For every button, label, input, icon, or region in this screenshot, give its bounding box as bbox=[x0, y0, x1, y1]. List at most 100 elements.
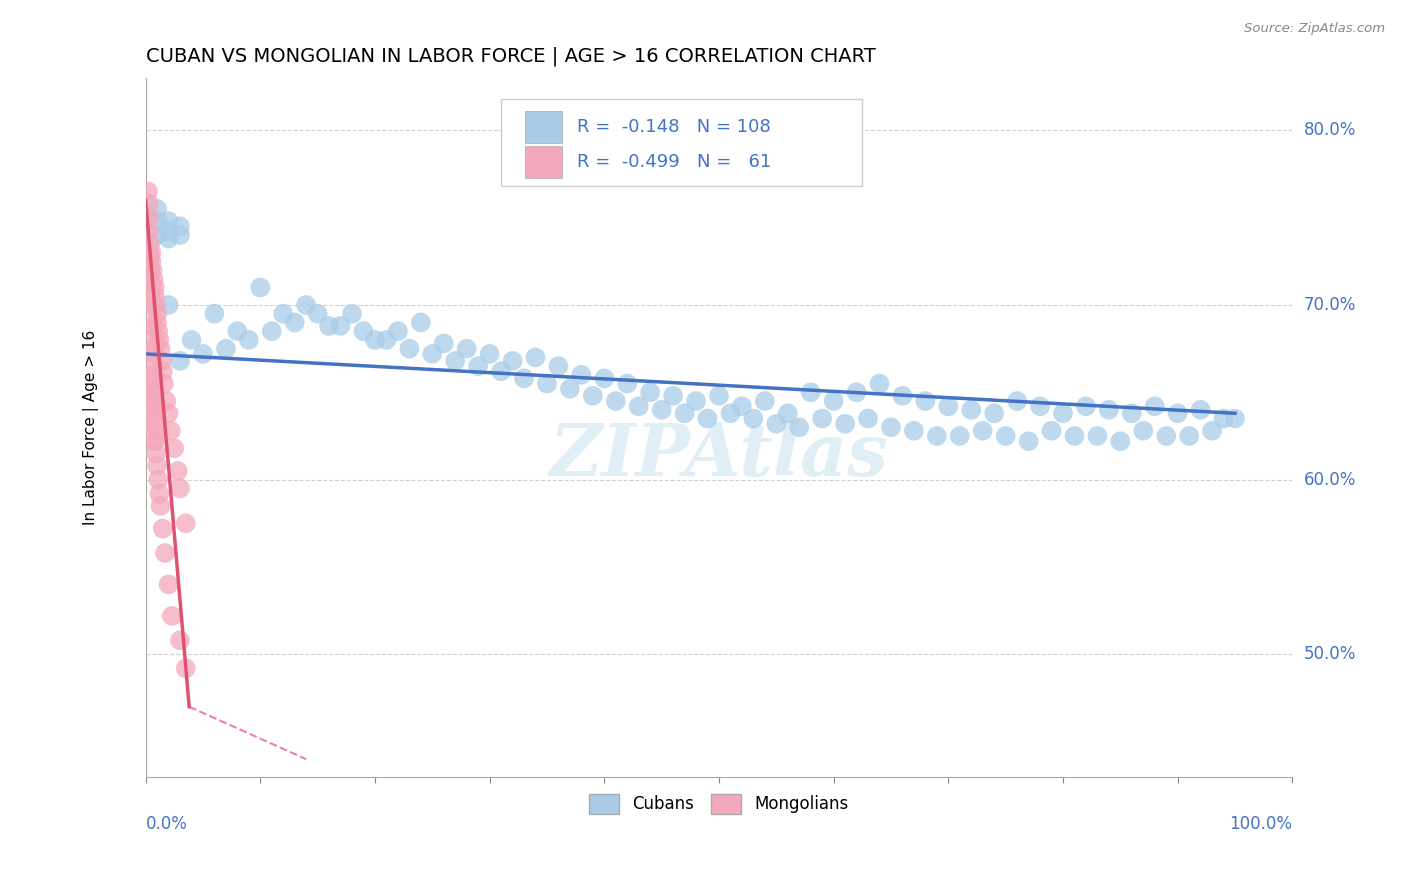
Point bbox=[569, 368, 592, 382]
Point bbox=[146, 315, 169, 329]
Point bbox=[627, 399, 650, 413]
Point bbox=[215, 342, 238, 356]
Point bbox=[1189, 402, 1212, 417]
Point bbox=[502, 354, 524, 368]
Point bbox=[707, 389, 730, 403]
Point bbox=[142, 417, 165, 431]
Point bbox=[329, 318, 352, 333]
Point bbox=[143, 289, 166, 303]
Point bbox=[994, 429, 1017, 443]
Point bbox=[685, 394, 707, 409]
Point bbox=[142, 318, 165, 333]
Point bbox=[776, 406, 799, 420]
Point bbox=[169, 633, 191, 648]
Point bbox=[260, 324, 283, 338]
Point bbox=[145, 446, 167, 460]
Point bbox=[845, 385, 868, 400]
Point bbox=[1132, 424, 1154, 438]
Point bbox=[157, 577, 180, 591]
Point bbox=[157, 214, 180, 228]
Point bbox=[409, 315, 432, 329]
Text: In Labor Force | Age > 16: In Labor Force | Age > 16 bbox=[83, 330, 98, 524]
Point bbox=[146, 228, 169, 243]
Point bbox=[148, 473, 170, 487]
Point bbox=[157, 231, 180, 245]
Point bbox=[152, 364, 174, 378]
Point bbox=[1121, 406, 1143, 420]
Point bbox=[142, 411, 165, 425]
Point bbox=[145, 298, 167, 312]
Text: 100.0%: 100.0% bbox=[1229, 815, 1292, 833]
Point bbox=[148, 324, 170, 338]
Point bbox=[141, 254, 163, 268]
Point bbox=[155, 394, 177, 409]
Point bbox=[1167, 406, 1189, 420]
Point bbox=[754, 394, 776, 409]
Point bbox=[166, 464, 188, 478]
Point bbox=[1201, 424, 1223, 438]
Point bbox=[765, 417, 787, 431]
Point bbox=[925, 429, 948, 443]
Point bbox=[1087, 429, 1109, 443]
Point bbox=[146, 307, 169, 321]
Point bbox=[143, 434, 166, 449]
Point bbox=[139, 236, 162, 251]
Point bbox=[169, 354, 191, 368]
Point bbox=[141, 277, 163, 291]
Point bbox=[340, 307, 363, 321]
Point bbox=[478, 347, 501, 361]
Point bbox=[547, 359, 569, 373]
Point bbox=[1063, 429, 1085, 443]
Point bbox=[936, 399, 959, 413]
Point bbox=[153, 546, 176, 560]
Point bbox=[1052, 406, 1074, 420]
Point bbox=[141, 385, 163, 400]
Point bbox=[605, 394, 627, 409]
Point bbox=[456, 342, 478, 356]
Point bbox=[141, 298, 163, 312]
Point bbox=[811, 411, 834, 425]
Point bbox=[138, 333, 160, 347]
Point bbox=[983, 406, 1005, 420]
Point bbox=[593, 371, 616, 385]
Point bbox=[1005, 394, 1028, 409]
Point bbox=[616, 376, 638, 391]
Point bbox=[202, 307, 225, 321]
FancyBboxPatch shape bbox=[501, 99, 862, 186]
Point bbox=[169, 482, 191, 496]
Point bbox=[180, 333, 202, 347]
Point bbox=[1154, 429, 1177, 443]
Point bbox=[1029, 399, 1052, 413]
Text: 0.0%: 0.0% bbox=[146, 815, 187, 833]
Point bbox=[284, 315, 307, 329]
Text: 80.0%: 80.0% bbox=[1303, 121, 1355, 139]
Point bbox=[238, 333, 260, 347]
Point bbox=[191, 347, 214, 361]
Point bbox=[823, 394, 845, 409]
Point bbox=[834, 417, 856, 431]
Text: ZIPAtlas: ZIPAtlas bbox=[550, 420, 889, 491]
Point bbox=[1223, 411, 1246, 425]
Point bbox=[141, 263, 163, 277]
Point bbox=[139, 347, 162, 361]
Point bbox=[398, 342, 420, 356]
Point bbox=[138, 211, 160, 225]
Point bbox=[295, 298, 318, 312]
Point bbox=[742, 411, 765, 425]
Point bbox=[157, 298, 180, 312]
Point bbox=[174, 661, 197, 675]
Point bbox=[141, 394, 163, 409]
Point bbox=[433, 336, 456, 351]
Point bbox=[582, 389, 605, 403]
Point bbox=[353, 324, 375, 338]
Text: R =  -0.499   N =   61: R = -0.499 N = 61 bbox=[576, 153, 770, 170]
Point bbox=[163, 441, 186, 455]
FancyBboxPatch shape bbox=[526, 145, 562, 178]
Text: R =  -0.148   N = 108: R = -0.148 N = 108 bbox=[576, 118, 770, 136]
Point bbox=[960, 402, 983, 417]
Point bbox=[226, 324, 249, 338]
Text: 70.0%: 70.0% bbox=[1303, 296, 1355, 314]
Point bbox=[787, 420, 810, 434]
Point bbox=[972, 424, 994, 438]
Point bbox=[139, 368, 162, 382]
